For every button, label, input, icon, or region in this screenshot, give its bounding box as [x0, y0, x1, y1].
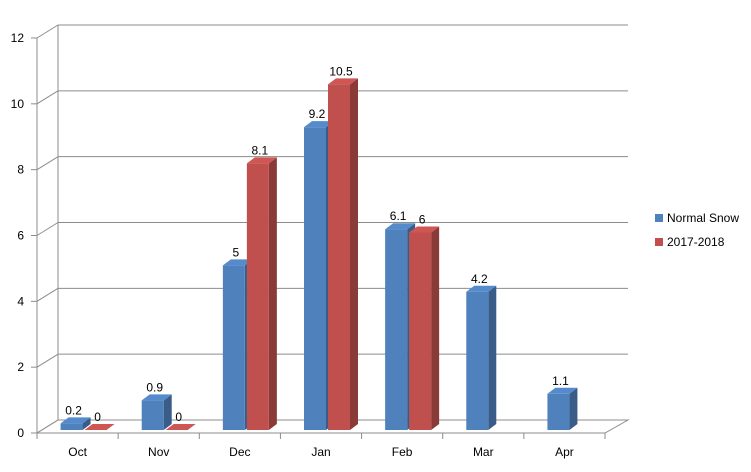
bar-top — [165, 424, 196, 430]
x-tick-label: Nov — [148, 445, 169, 459]
bar-top — [409, 226, 440, 233]
bar-top — [246, 157, 277, 164]
bar — [328, 78, 358, 430]
gridline-depth — [36, 156, 59, 171]
x-tick-label: Feb — [392, 445, 413, 459]
data-label: 0.2 — [65, 403, 82, 417]
data-labels: 0.2 0.9 5 9.2 6.1 4.2 1.1 0 0 8.1 10.5 6 — [65, 64, 569, 424]
y-tick-label: 10 — [11, 97, 25, 111]
gridline-depth — [36, 24, 59, 39]
data-label: 6 — [419, 213, 426, 227]
gridline-depth — [36, 90, 59, 105]
bar-top — [385, 223, 416, 230]
data-label: 1.1 — [552, 374, 569, 388]
bar — [165, 424, 196, 430]
bar-side — [163, 394, 172, 430]
gridline-depth — [36, 287, 59, 302]
bar — [60, 417, 91, 430]
data-label: 8.1 — [252, 143, 269, 157]
bar-side — [431, 226, 440, 430]
legend-swatch — [655, 238, 663, 246]
x-tick-label: Jan — [311, 445, 330, 459]
y-tick-label: 4 — [17, 294, 24, 308]
bar-front — [246, 163, 269, 430]
bar-front — [466, 291, 489, 430]
y-tick-label: 12 — [11, 31, 25, 45]
bar-top — [304, 121, 334, 128]
floor — [35, 419, 630, 434]
bar-top — [60, 417, 91, 424]
data-label: 0 — [175, 410, 182, 424]
legend-label: Normal Snow — [667, 211, 739, 225]
bar-front — [222, 265, 245, 430]
bar-front — [304, 127, 326, 431]
bar-top — [328, 78, 358, 85]
gridline-depth — [36, 222, 59, 236]
data-label: 4.2 — [471, 272, 488, 286]
bar-side — [569, 387, 578, 430]
data-label: 0.9 — [146, 380, 163, 394]
y-tick-label: 6 — [17, 229, 24, 243]
x-tick-label: Dec — [229, 445, 250, 459]
bar — [84, 424, 115, 430]
bar-front — [385, 229, 408, 430]
data-label: 5 — [233, 245, 240, 259]
bar-top — [547, 387, 578, 394]
axes: 0 2 4 6 8 10 12 Oct Nov Dec Jan Feb Mar Apr — [11, 25, 630, 459]
bar-side — [82, 417, 91, 430]
bar-top — [84, 424, 115, 430]
x-tick-label: Oct — [68, 445, 87, 459]
y-tick-label: 0 — [17, 426, 24, 440]
gridline-depth — [36, 353, 59, 368]
legend-label: 2017-2018 — [667, 235, 725, 249]
bar-front — [547, 393, 570, 430]
bars — [60, 78, 578, 431]
x-tick-label: Mar — [473, 445, 494, 459]
data-label: 0 — [94, 410, 101, 424]
bar-side — [488, 285, 497, 430]
legend: Normal Snow 2017-2018 — [655, 211, 739, 249]
bar — [246, 157, 277, 430]
y-tick-label: 2 — [17, 360, 24, 374]
bar-top — [141, 394, 172, 401]
bar-front — [328, 84, 350, 430]
y-tick-label: 8 — [17, 163, 24, 177]
bar-top — [222, 259, 253, 266]
bar — [466, 285, 497, 430]
data-label: 10.5 — [329, 64, 353, 78]
bar-front — [60, 423, 83, 430]
bar-side — [268, 157, 277, 430]
legend-swatch — [655, 214, 663, 222]
bar — [141, 394, 172, 430]
bar-front — [409, 232, 432, 430]
x-tick-label: Apr — [555, 445, 574, 459]
bar — [547, 387, 578, 430]
bar-front — [141, 400, 164, 430]
bar-side — [350, 78, 358, 430]
bar-top — [466, 285, 497, 292]
data-label: 6.1 — [390, 209, 407, 223]
bar — [409, 226, 440, 430]
data-label: 9.2 — [309, 107, 326, 121]
